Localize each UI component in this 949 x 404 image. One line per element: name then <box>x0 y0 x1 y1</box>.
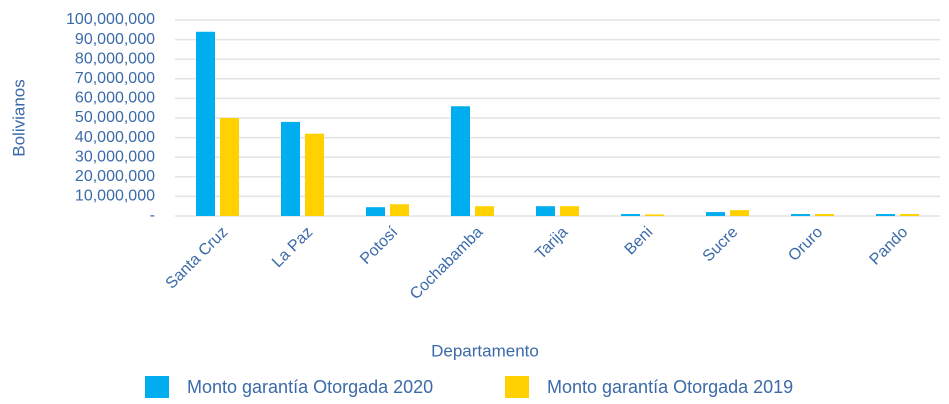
y-tick-label: 100,000,000 <box>66 11 155 28</box>
bar <box>220 118 239 216</box>
y-tick-label: 40,000,000 <box>75 129 155 146</box>
x-axis-title: Departamento <box>431 341 539 360</box>
bar <box>536 206 555 216</box>
bar <box>876 214 895 216</box>
bar <box>645 214 664 216</box>
y-tick-label: 50,000,000 <box>75 109 155 126</box>
legend-label: Monto garantía Otorgada 2020 <box>187 377 433 397</box>
bar <box>475 206 494 216</box>
legend-label: Monto garantía Otorgada 2019 <box>547 377 793 397</box>
bar <box>281 121 300 216</box>
bar <box>196 31 215 217</box>
y-tick-label: 90,000,000 <box>75 31 155 48</box>
bar <box>451 106 470 216</box>
y-tick-label: 30,000,000 <box>75 148 155 165</box>
bar <box>390 204 409 216</box>
x-tick-label: Beni <box>622 224 657 259</box>
y-tick-label: 80,000,000 <box>75 50 155 67</box>
bar <box>621 214 640 216</box>
bar <box>560 206 579 216</box>
y-tick-label: 20,000,000 <box>75 168 155 185</box>
bar <box>815 214 834 216</box>
bar <box>706 212 725 216</box>
x-tick-label: Sucre <box>700 224 742 266</box>
legend-swatch <box>505 376 529 398</box>
x-tick-label: Santa Cruz <box>163 224 232 293</box>
x-tick-label: Potosí <box>357 223 401 267</box>
bar <box>305 133 324 216</box>
legend-swatch <box>145 376 169 398</box>
bar <box>791 214 810 216</box>
y-tick-label: - <box>150 207 155 224</box>
bar <box>366 207 385 216</box>
bar <box>730 210 749 216</box>
x-tick-label: Tarija <box>532 224 571 263</box>
bar <box>900 214 919 216</box>
y-tick-label: 60,000,000 <box>75 90 155 107</box>
x-tick-label: Oruro <box>785 224 826 265</box>
x-tick-label: Cochabamba <box>407 224 486 303</box>
x-tick-label: La Paz <box>269 224 316 271</box>
x-tick-label: Pando <box>867 224 912 269</box>
y-tick-label: 10,000,000 <box>75 188 155 205</box>
y-tick-label: 70,000,000 <box>75 70 155 87</box>
y-axis-title: Bolivianos <box>9 79 28 157</box>
